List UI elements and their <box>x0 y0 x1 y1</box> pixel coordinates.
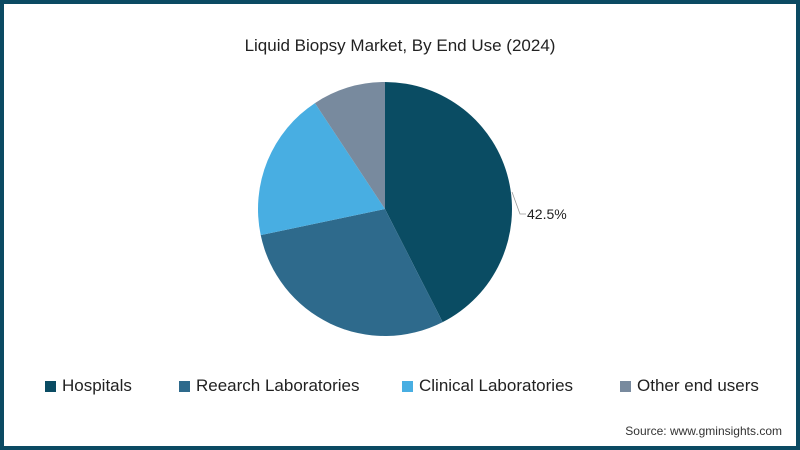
legend-swatch <box>45 380 56 392</box>
pie-slice-other-end-users <box>314 82 385 209</box>
legend-swatch <box>179 380 190 392</box>
legend-item-other-end-users: Other end users <box>620 376 759 396</box>
pie-slice-clinical-laboratories <box>258 103 385 236</box>
pie-slice-hospitals <box>385 82 512 323</box>
legend-label: Clinical Laboratories <box>419 376 574 395</box>
source-credit: Source: www.gminsights.com <box>625 424 782 438</box>
chart-title: Liquid Biopsy Market, By End Use (2024) <box>244 36 556 55</box>
leader-line <box>511 191 526 215</box>
pie-chart: 42.5% <box>258 82 567 336</box>
data-label-hospitals: 42.5% <box>527 206 567 222</box>
legend-label: Other end users <box>637 376 759 395</box>
pie-slice-research-laboratories <box>260 209 443 336</box>
chart-frame: Liquid Biopsy Market, By End Use (2024) … <box>4 4 796 446</box>
legend: Hospitals Reearch Laboratories Clinical … <box>4 376 796 400</box>
legend-label: Reearch Laboratories <box>196 376 360 395</box>
legend-label: Hospitals <box>62 376 132 395</box>
legend-item-hospitals: Hospitals <box>45 376 132 396</box>
legend-item-clinical-laboratories: Clinical Laboratories <box>402 376 573 396</box>
legend-swatch <box>620 380 631 392</box>
legend-swatch <box>402 380 413 392</box>
legend-item-research-laboratories: Reearch Laboratories <box>179 376 359 396</box>
